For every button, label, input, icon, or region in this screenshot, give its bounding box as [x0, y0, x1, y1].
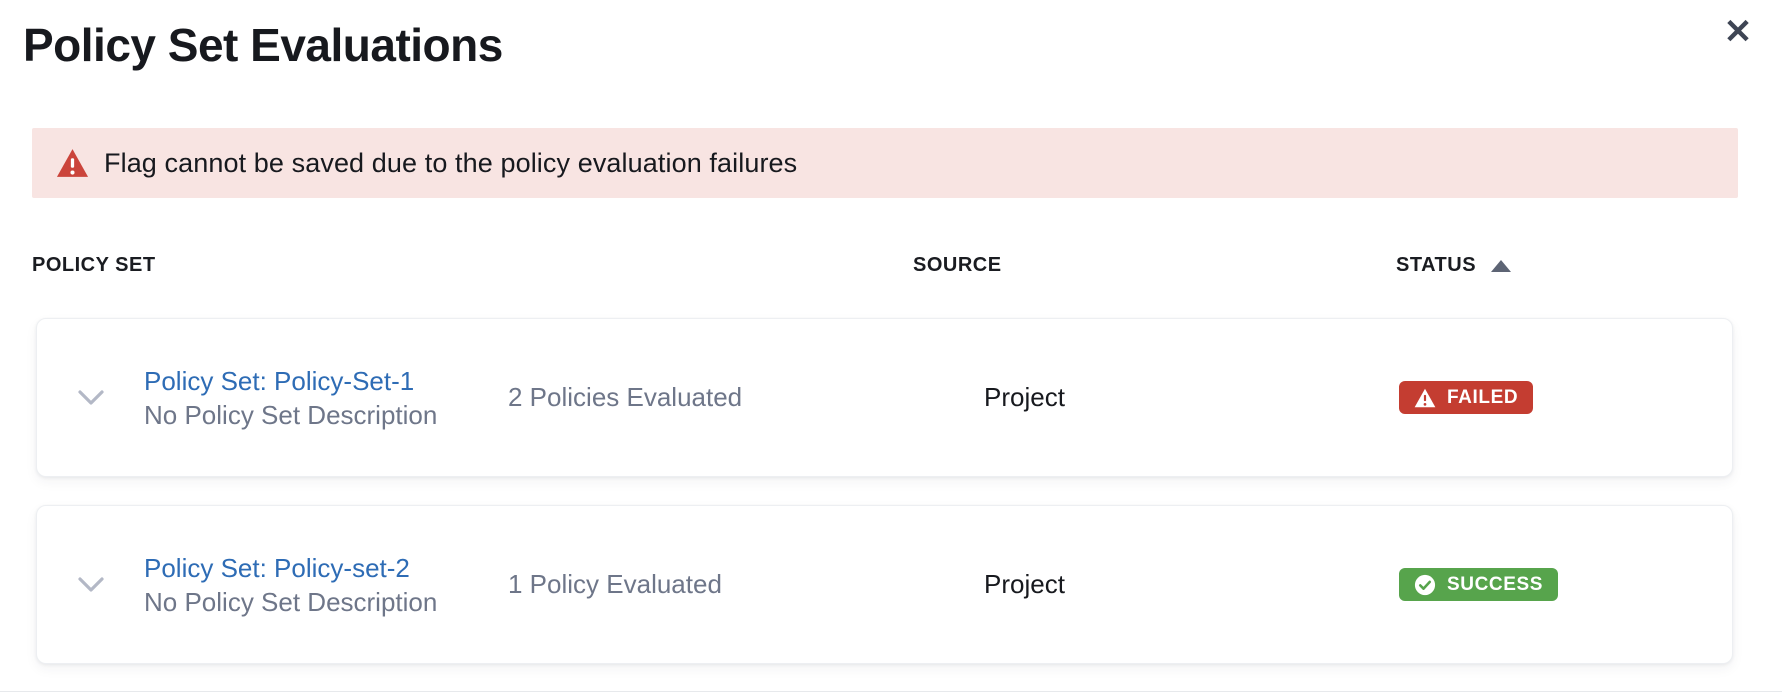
close-icon[interactable]: ✕ [1723, 13, 1753, 51]
sort-ascending-icon[interactable] [1491, 260, 1512, 272]
policy-set-description: No Policy Set Description [144, 586, 438, 617]
source-value: Project [984, 382, 1065, 412]
status-badge: SUCCESS [1399, 568, 1559, 601]
chevron-down-icon[interactable] [77, 389, 105, 406]
row-expand-cell [37, 576, 144, 593]
policies-evaluated-label: 1 Policy Evaluated [508, 569, 722, 599]
warning-triangle-icon [56, 149, 89, 177]
policy-set-description: No Policy Set Description [144, 399, 438, 430]
page-title: Policy Set Evaluations [23, 19, 503, 71]
policy-set-name-cell: Policy Set: Policy-set-2 No Policy Set D… [144, 551, 508, 619]
status-cell: SUCCESS [1399, 568, 1732, 601]
status-badge-label: FAILED [1447, 386, 1519, 408]
policy-set-link[interactable]: Policy Set: Policy-set-2 [144, 552, 410, 583]
status-cell: FAILED [1399, 381, 1732, 414]
status-badge-label: SUCCESS [1447, 573, 1544, 595]
policy-set-name-cell: Policy Set: Policy-Set-1 No Policy Set D… [144, 364, 508, 432]
row-expand-cell [37, 389, 144, 406]
source-value: Project [984, 569, 1065, 599]
status-badge: FAILED [1399, 381, 1534, 414]
error-alert-banner: Flag cannot be saved due to the policy e… [32, 128, 1738, 198]
modal-header: Policy Set Evaluations ✕ [0, 0, 1782, 72]
warning-triangle-icon [1414, 388, 1436, 407]
policy-set-link[interactable]: Policy Set: Policy-Set-1 [144, 365, 415, 396]
column-header-policy-set: POLICY SET [32, 253, 156, 276]
policy-set-row: Policy Set: Policy-Set-1 No Policy Set D… [36, 318, 1733, 477]
column-header-source: SOURCE [913, 253, 1002, 276]
check-circle-icon [1414, 574, 1436, 595]
column-header-status-label: STATUS [1396, 253, 1477, 276]
modal-bottom-divider [0, 691, 1782, 692]
table-header-row: POLICY SET SOURCE STATUS [0, 252, 1782, 278]
chevron-down-icon[interactable] [77, 576, 105, 593]
policies-evaluated-label: 2 Policies Evaluated [508, 382, 743, 412]
alert-message: Flag cannot be saved due to the policy e… [104, 147, 798, 178]
column-header-status[interactable]: STATUS [1396, 254, 1782, 277]
policy-set-row: Policy Set: Policy-set-2 No Policy Set D… [36, 505, 1733, 664]
